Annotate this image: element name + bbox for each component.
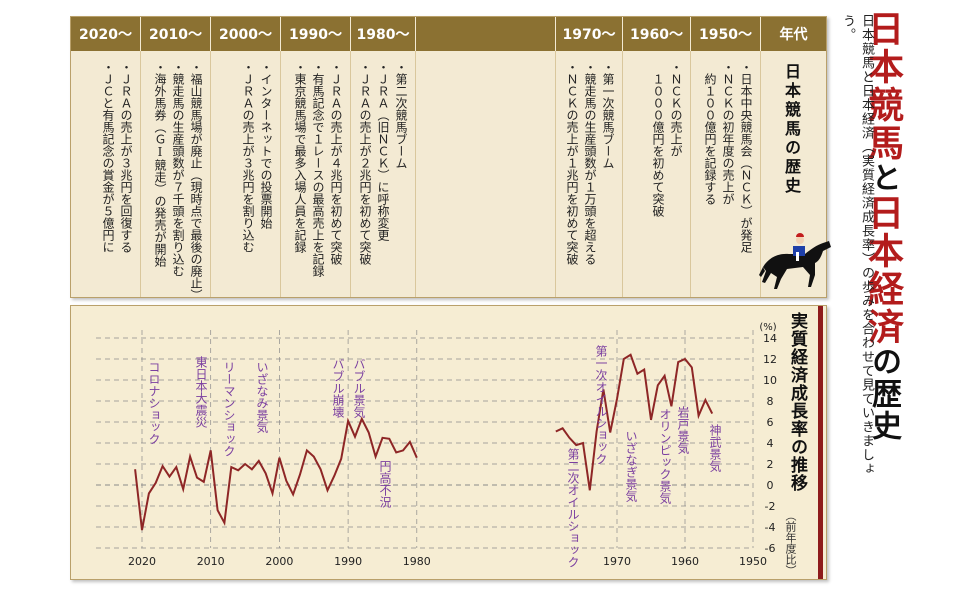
x-tick-label: 1950 [739,555,767,568]
era-entry: ・インターネットでの投票開始 [259,61,273,229]
era-entry: ・競走馬の生産頭数が１万頭を超える [583,61,597,265]
era-header-6: 1970～ [556,17,623,51]
y-tick-label: -2 [765,500,776,513]
y-tick-label: -4 [765,521,776,534]
x-tick-label: 1990 [334,555,362,568]
chart-annotation: リーマンショック [222,361,236,457]
y-tick-label: 8 [767,395,774,408]
era-entry: ・第一次競馬ブーム [601,61,615,169]
chart-annotation: 東日本大震災 [194,356,208,428]
chart-annotation: 第一次オイルショック [594,345,608,465]
era-column-7: ・ＮＣＫの売上が １０００億円を初めて突破 [623,51,691,297]
era-entries: ・インターネットでの投票開始 ・ＪＲＡの売上が３兆円を割り込む [238,61,274,296]
chart-annotation: オリンピック景気 [658,408,672,505]
x-tick-label: 2010 [197,555,225,568]
timeline-panel: 2020～ 2010～ 2000～ 1990～ 1980～ 1970～ 1960～ 1950～… [70,16,831,301]
era-entry: ・ＪＲＡの売上が４兆円を初めて突破 [329,61,343,265]
era-column-4: ・第二次競馬ブーム ・ＪＲＡ（旧ＮＣＫ）に呼称変更 ・ＪＲＡの売上が２兆円を初めて突… [351,51,416,297]
era-entry: ・日本中央競馬会（ＮＣＫ）が発足 [739,61,753,253]
title-part-keiba: 日本競馬 [862,10,904,162]
era-header-0: 2020～ [71,17,141,51]
era-entries: ・第二次競馬ブーム ・ＪＲＡ（旧ＮＣＫ）に呼称変更 ・ＪＲＡの売上が２兆円を初めて突… [355,61,409,296]
chart-annotation: コロナショック [147,361,161,445]
x-tick-label: 2000 [265,555,293,568]
era-entry: ・ＮＣＫの初年度の売上が [721,61,735,205]
era-entry: ・ＪＲＡの売上が２兆円を初めて突破 [358,61,372,265]
era-header-1: 2010～ [141,17,211,51]
chart-annotation: 円高不況 [378,460,392,508]
title-part-to: と [866,162,901,194]
y-tick-label: -6 [765,542,776,555]
era-entry: ・第二次競馬ブーム [394,61,408,169]
era-entry: ・ＮＣＫの売上が１兆円を初めて突破 [565,61,579,265]
chart-title: 実質経済成長率の推移 [787,312,807,492]
timeline-title: 日本競馬の歴史 [782,63,801,196]
era-entries: ・ＮＣＫの売上が １０００億円を初めて突破 [648,61,684,296]
growth-rate-line [134,353,714,531]
y-tick-label: 4 [767,437,774,450]
era-entry: ・ＮＣＫの売上が [669,61,683,157]
era-column-8: ・日本中央競馬会（ＮＣＫ）が発足 ・ＮＣＫの初年度の売上が 約１００億円を記録する [691,51,761,297]
era-header-3: 1990～ [281,17,351,51]
era-entry: 約１００億円を記録する [703,61,717,205]
title-part-keizai: 日本経済 [862,194,904,346]
y-tick-label: 14 [763,332,777,345]
era-entry: ・海外馬券（ＧⅠ競走）の発売が開始 [153,61,167,267]
era-header-7: 1960～ [623,17,691,51]
chart-accent-bar [818,306,823,579]
era-entry: ・ＪＲＡ（旧ＮＣＫ）に呼称変更 [376,61,390,241]
x-tick-label: 1980 [403,555,431,568]
y-tick-label: 2 [767,458,774,471]
chart-annotation: バブル崩壊 [331,358,345,419]
era-entry: ・ＪＣと有馬記念の賞金が５億円に [101,61,115,253]
y-tick-label: 6 [767,416,774,429]
era-entry: ・福山競馬場が廃止（現時点で最後の廃止） [189,61,203,301]
era-header-4: 1980～ [351,17,416,51]
era-column-0: ・ＪＲＡの売上が３兆円を回復する ・ＪＣと有馬記念の賞金が５億円に [71,51,141,297]
header-era-label: 年代 [761,17,826,51]
title-part-history: の歴史 [866,346,901,442]
era-header-8: 1950～ [691,17,761,51]
chart-annotation: 岩戸景気 [676,405,690,455]
era-entries: ・ＪＲＡの売上が４兆円を初めて突破 ・有馬記念で１レースの最高売上を記録 ・東京競馬… [290,61,344,296]
chart-panel [70,305,827,580]
chart-annotation: 第二次オイルショック [566,448,580,568]
era-entries: ・ＪＲＡの売上が３兆円を回復する ・ＪＣと有馬記念の賞金が５億円に [98,61,134,296]
page-subtitle: 日本競馬と日本経済（実質経済成長率）の歩みを合わせて見ていきましょう。 [840,14,874,476]
y-tick-label: 10 [763,374,777,387]
chart-annotation: いざなぎ景気 [624,430,638,503]
era-header-2: 2000～ [211,17,281,51]
x-tick-label: 1970 [603,555,631,568]
y-unit-label: (%) [759,322,776,333]
era-entry: ・競走馬の生産頭数が７千頭を割り込む [171,61,185,277]
racehorse-icon [759,233,831,289]
chart-annotation: バブル景気 [352,358,366,419]
era-entry: ・ＪＲＡの売上が３兆円を回復する [119,61,133,253]
era-column-2: ・インターネットでの投票開始 ・ＪＲＡの売上が３兆円を割り込む [211,51,281,297]
era-entry: ・東京競馬場で最多入場人員を記録 [293,61,307,253]
era-column-3: ・ＪＲＡの売上が４兆円を初めて突破 ・有馬記念で１レースの最高売上を記録 ・東京競馬… [281,51,351,297]
chart-note: （前年度比） [784,510,797,576]
era-entry: ・有馬記念で１レースの最高売上を記録 [311,61,325,277]
era-column-1: ・福山競馬場が廃止（現時点で最後の廃止） ・競走馬の生産頭数が７千頭を割り込む ・海… [141,51,211,301]
y-tick-label: 0 [767,479,774,492]
era-entries: ・第一次競馬ブーム ・競走馬の生産頭数が１万頭を超える ・ＮＣＫの売上が１兆円を初め… [562,61,616,296]
era-header-5 [416,17,556,51]
y-tick-label: 12 [763,353,777,366]
era-entries: ・日本中央競馬会（ＮＣＫ）が発足 ・ＮＣＫの初年度の売上が 約１００億円を記録する [700,61,754,296]
page-title: 日本競馬と日本経済の歴史 [862,10,904,442]
chart-annotation: 神武景気 [708,424,722,473]
era-column-5 [416,51,556,297]
era-entry: １０００億円を初めて突破 [651,61,665,217]
era-entries: ・福山競馬場が廃止（現時点で最後の廃止） ・競走馬の生産頭数が７千頭を割り込む ・海… [150,61,204,301]
x-tick-label: 2020 [128,555,156,568]
era-column-6: ・第一次競馬ブーム ・競走馬の生産頭数が１万頭を超える ・ＮＣＫの売上が１兆円を初め… [556,51,623,297]
chart-annotation: いざなみ景気 [255,361,269,434]
era-entry: ・ＪＲＡの売上が３兆円を割り込む [241,61,255,253]
x-tick-label: 1960 [671,555,699,568]
